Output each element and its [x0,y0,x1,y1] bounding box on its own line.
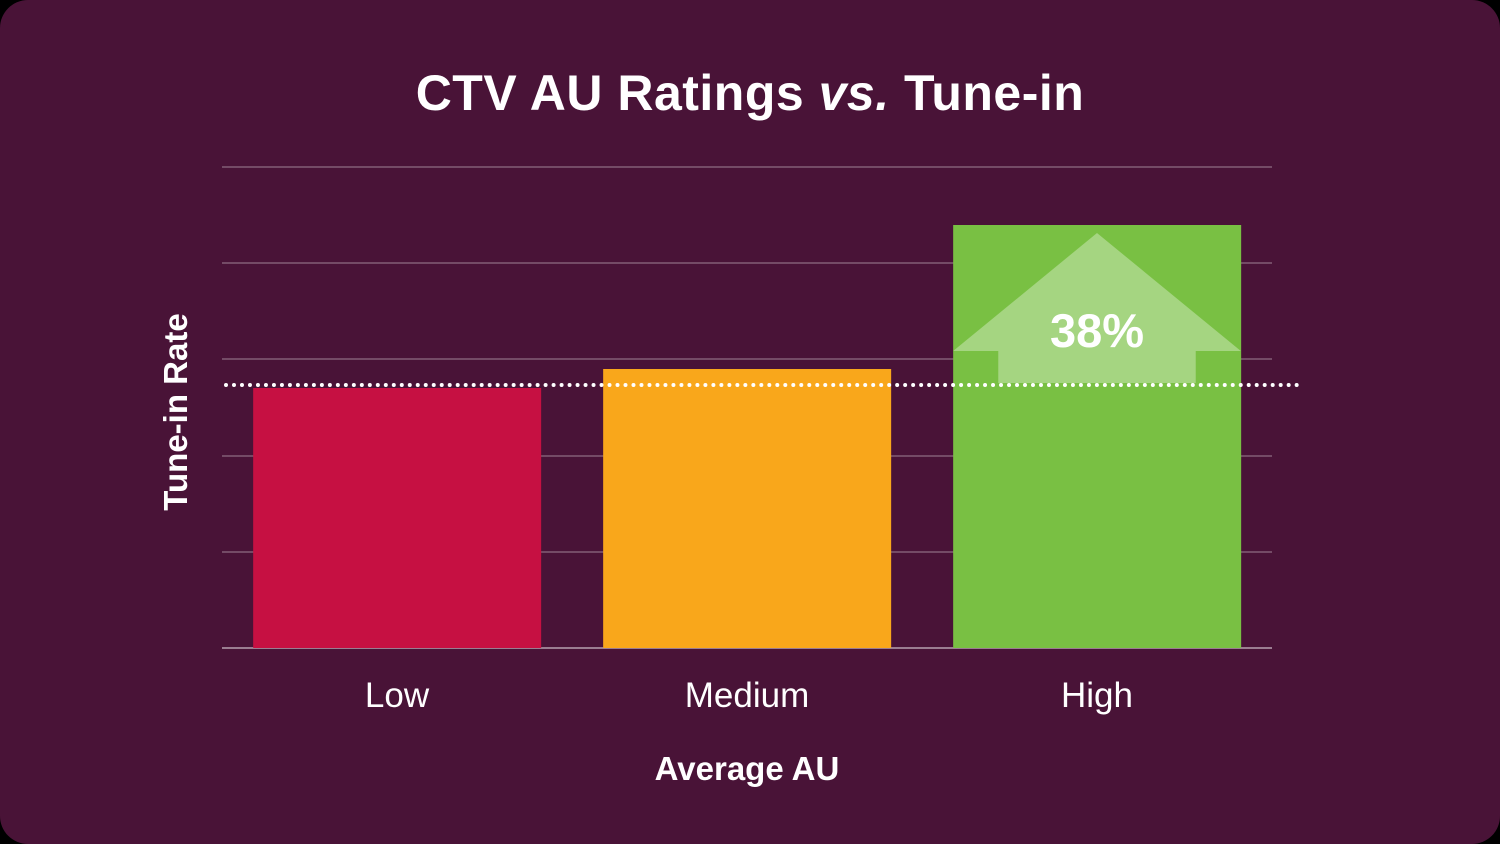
chart-title-vs: vs. [818,65,890,121]
plot-area: 38% [222,166,1300,649]
chart-title: CTV AU Ratings vs. Tune-in [0,64,1500,122]
lift-percent-label: 38% [1049,303,1145,357]
gridline [222,358,1272,361]
category-label-high: High [1061,676,1133,715]
category-label-low: Low [364,676,430,715]
chart-title-text-1: CTV AU Ratings [415,65,819,121]
x-axis-line [222,647,1272,649]
bar-low [253,388,541,648]
category-label-medium: Medium [684,676,810,715]
chart-title-text-2: Tune-in [889,65,1085,121]
bar-high: 38% [953,224,1241,648]
bar-medium [603,369,891,648]
baseline-dotted-line [224,383,1300,388]
x-axis-label: Average AU [654,750,840,787]
category-labels: Low Medium High [222,676,1272,726]
y-axis-label: Tune-in Rate [157,313,194,511]
gridline [222,166,1272,168]
gridline [222,262,1272,265]
lift-up-arrow-icon [953,232,1241,383]
